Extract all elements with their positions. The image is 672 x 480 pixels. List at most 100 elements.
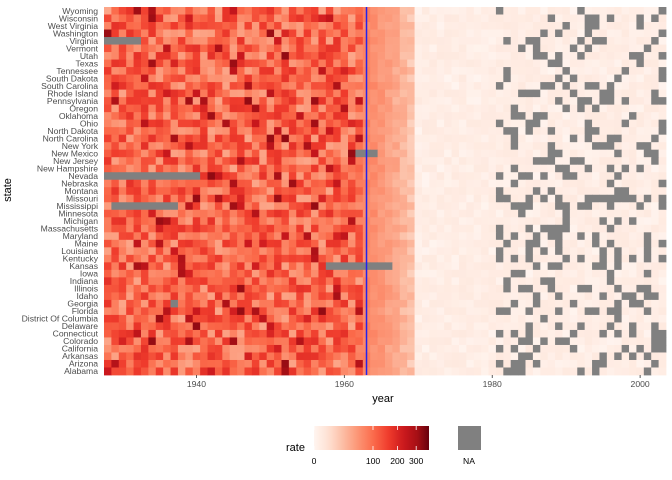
heatmap-cell (636, 119, 645, 128)
heatmap-cell (274, 239, 282, 248)
heatmap-cell (170, 367, 179, 376)
heatmap-cell (281, 74, 290, 83)
heatmap-cell (251, 307, 260, 316)
heatmap-cell (518, 194, 526, 203)
heatmap-cell (288, 299, 297, 308)
heatmap-cell (163, 89, 171, 98)
heatmap-cell (540, 322, 549, 331)
heatmap-cell (510, 247, 519, 256)
heatmap-cell (192, 44, 201, 53)
heatmap-cell (229, 119, 238, 128)
heatmap-cell (340, 89, 349, 98)
heatmap-cell (207, 112, 216, 121)
heatmap-cell (133, 179, 142, 188)
heatmap-cell (185, 367, 194, 376)
heatmap-cell (614, 224, 623, 233)
heatmap-cell (311, 127, 319, 136)
heatmap-cell (481, 329, 489, 338)
heatmap-cell (488, 119, 497, 128)
heatmap-cell (407, 172, 415, 181)
heatmap-cell (133, 67, 142, 75)
heatmap-cell (592, 329, 600, 338)
heatmap-cell (503, 187, 512, 196)
heatmap-cell (540, 157, 549, 166)
heatmap-cell (318, 29, 327, 38)
heatmap-cell (569, 89, 578, 98)
heatmap-cell (636, 269, 645, 278)
heatmap-cell (355, 157, 364, 166)
heatmap-cell (377, 134, 386, 143)
heatmap-cell (177, 59, 186, 68)
heatmap-cell (392, 97, 401, 106)
heatmap-cell (214, 344, 223, 353)
heatmap-cell (547, 239, 556, 248)
heatmap-cell (148, 187, 157, 196)
heatmap-cell (170, 359, 179, 368)
heatmap-cell (104, 359, 112, 368)
heatmap-cell (636, 67, 645, 75)
heatmap-cell (192, 179, 201, 188)
heatmap-cell (222, 292, 231, 301)
heatmap-cell (148, 352, 157, 361)
heatmap-cell (466, 277, 475, 286)
heatmap-cell (266, 127, 275, 136)
heatmap-cell (148, 314, 157, 323)
heatmap-cell (569, 82, 578, 91)
heatmap-cell (148, 67, 157, 75)
heatmap-cell (510, 82, 519, 91)
heatmap-cell (163, 209, 171, 218)
heatmap-cell (592, 37, 600, 45)
heatmap-cell (318, 7, 327, 15)
heatmap-cell (296, 89, 305, 98)
heatmap-cell (214, 299, 223, 308)
heatmap-cell (214, 7, 223, 15)
heatmap-cell (266, 22, 275, 30)
heatmap-cell (488, 359, 497, 368)
heatmap-cell (643, 277, 652, 286)
heatmap-cell (658, 37, 667, 45)
heatmap-cell (274, 247, 282, 256)
heatmap-cell (126, 224, 134, 233)
heatmap-cell (488, 22, 497, 30)
heatmap-cell (532, 172, 541, 181)
heatmap-cell (251, 269, 260, 278)
heatmap-cell (155, 67, 164, 75)
heatmap-cell (636, 247, 645, 256)
heatmap-cell (251, 262, 260, 271)
heatmap-cell (281, 149, 290, 158)
heatmap-cell (547, 97, 556, 106)
heatmap-cell (185, 14, 194, 23)
heatmap-cell (237, 97, 245, 106)
heatmap-cell (547, 172, 556, 181)
heatmap-cell (140, 217, 149, 226)
heatmap-cell (392, 359, 401, 368)
heatmap-cell (281, 164, 290, 173)
state-label: Tennessee (56, 66, 98, 76)
heatmap-cell (170, 292, 179, 301)
heatmap-cell (577, 292, 586, 301)
heatmap-cell (118, 367, 127, 376)
heatmap-cell (643, 164, 652, 173)
heatmap-cell (104, 239, 112, 248)
heatmap-cell (163, 292, 171, 301)
heatmap-cell (466, 74, 475, 83)
heatmap-cell (385, 284, 393, 293)
heatmap-cell (229, 179, 238, 188)
heatmap-cell (229, 202, 238, 211)
state-label: Delaware (62, 321, 99, 331)
heatmap-cell (569, 157, 578, 166)
heatmap-cell (318, 269, 327, 278)
heatmap-cell (288, 82, 297, 91)
heatmap-cell (214, 322, 223, 331)
heatmap-cell (547, 307, 556, 316)
heatmap-cell (259, 194, 268, 203)
heatmap-cell (629, 217, 637, 226)
heatmap-cell (333, 292, 342, 301)
heatmap-cell (281, 67, 290, 75)
heatmap-cell (614, 127, 623, 136)
heatmap-cell (385, 359, 393, 368)
heatmap-cell (296, 44, 305, 53)
heatmap-cell (288, 127, 297, 136)
heatmap-cell (510, 164, 519, 173)
heatmap-cell (140, 89, 149, 98)
